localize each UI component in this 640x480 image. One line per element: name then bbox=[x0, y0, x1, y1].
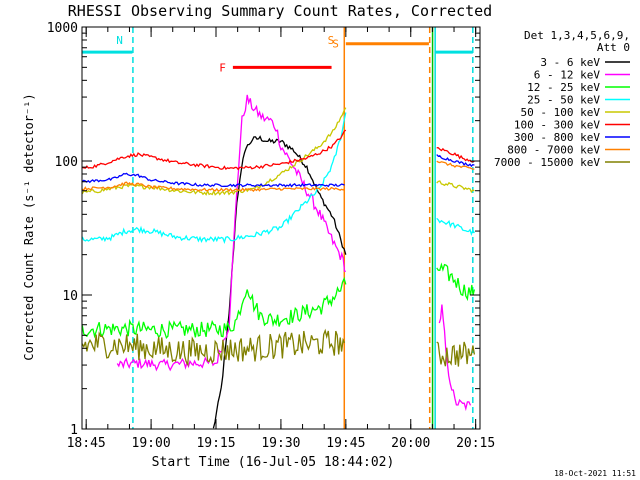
marker-layer bbox=[82, 27, 474, 429]
series-line bbox=[436, 217, 475, 237]
legend-entry-label: 50 - 100 keV bbox=[521, 106, 601, 119]
legend-entry-label: 100 - 300 keV bbox=[514, 119, 600, 132]
x-tick-label: 20:15 bbox=[456, 436, 495, 451]
x-tick-label: 20:00 bbox=[391, 436, 430, 451]
legend-entry-label: 25 - 50 keV bbox=[527, 94, 600, 107]
x-tick-label: 19:30 bbox=[261, 436, 300, 451]
series-line bbox=[82, 276, 347, 340]
event-marker-label: S bbox=[328, 34, 335, 47]
series-line bbox=[436, 180, 475, 194]
series-line bbox=[82, 172, 345, 188]
y-tick-label: 10 bbox=[62, 289, 78, 304]
series-line bbox=[82, 112, 347, 244]
flag-bar-label: F bbox=[219, 61, 226, 74]
x-tick-label: 19:45 bbox=[326, 436, 365, 451]
series-line bbox=[436, 341, 476, 367]
legend-header-line-1: Det 1,3,4,5,6,9, bbox=[524, 29, 630, 42]
y-tick-label: 1000 bbox=[47, 21, 78, 36]
legend-entry-label: 12 - 25 keV bbox=[527, 81, 600, 94]
axes-layer: N S F S 1 10 100 1000 18:45 19:00 19:15 19:30 19:45 2… bbox=[47, 21, 496, 451]
legend-entry-label: 7000 - 15000 keV bbox=[494, 156, 600, 169]
event-marker-label: N bbox=[116, 34, 123, 47]
series-line bbox=[436, 262, 476, 302]
series-layer bbox=[82, 94, 476, 429]
series-line bbox=[212, 135, 347, 429]
series-line bbox=[82, 107, 347, 196]
legend-entry-label: 6 - 12 keV bbox=[534, 69, 601, 82]
y-axis-label: Corrected Count Rate (s⁻¹ detector⁻¹) bbox=[22, 93, 36, 360]
legend-entry-label: 300 - 800 keV bbox=[514, 131, 600, 144]
x-tick-label: 19:00 bbox=[132, 436, 171, 451]
x-axis-label: Start Time (16-Jul-05 18:44:02) bbox=[152, 455, 395, 470]
series-line bbox=[436, 154, 475, 168]
legend-header-line-2: Att 0 bbox=[597, 41, 630, 54]
series-line bbox=[82, 181, 345, 193]
series-line bbox=[82, 129, 347, 171]
series-line bbox=[436, 147, 475, 163]
series-line bbox=[438, 304, 472, 412]
x-tick-label: 19:15 bbox=[196, 436, 235, 451]
chart-title: RHESSI Observing Summary Count Rates, Co… bbox=[68, 2, 492, 20]
y-tick-label: 1 bbox=[70, 423, 78, 438]
series-line bbox=[82, 328, 346, 367]
legend-entry-label: 3 - 6 keV bbox=[540, 56, 600, 69]
flag-bar-label: S bbox=[332, 38, 339, 51]
x-tick-label: 18:45 bbox=[67, 436, 106, 451]
series-line bbox=[436, 160, 475, 170]
y-tick-label: 100 bbox=[55, 155, 78, 170]
legend-entry-label: 800 - 7000 keV bbox=[507, 144, 600, 157]
timestamp: 18-Oct-2021 11:51 bbox=[554, 469, 636, 478]
